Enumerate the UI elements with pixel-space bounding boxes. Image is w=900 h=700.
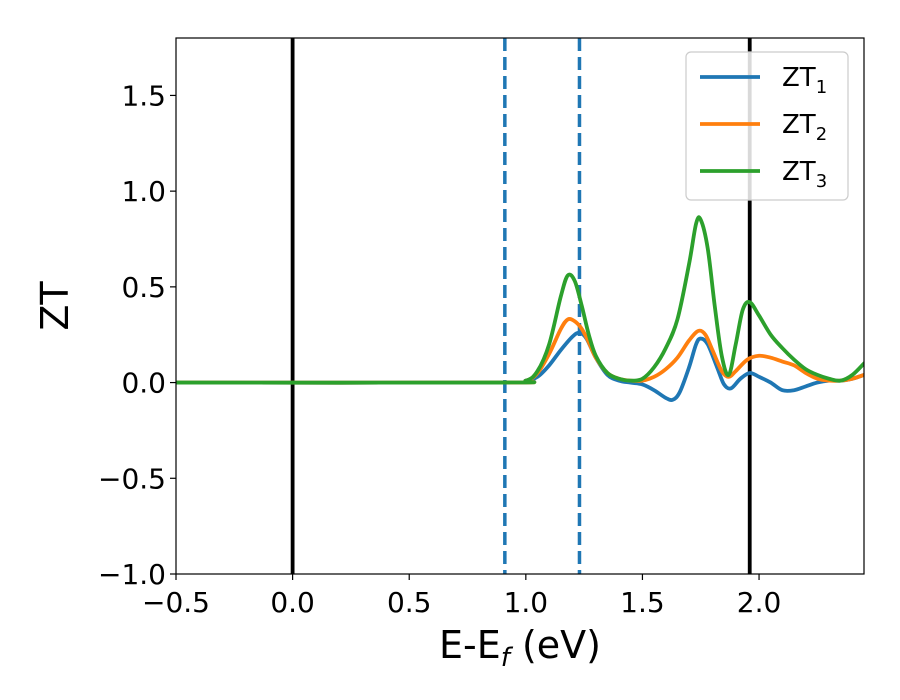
legend-label-zt1: ZT1 [782,63,827,98]
legend-box [685,51,849,201]
y-tick-label: 0.0 [121,367,166,400]
series-line-zt1 [176,330,864,403]
x-axis-ticks: −0.5 0.0 0.5 1.0 1.5 2.0 [142,574,781,619]
x-tick-label: −0.5 [142,586,210,619]
y-tick-label: 1.5 [121,79,166,112]
y-axis-label: ZT [33,281,77,331]
x-tick-label: 2.0 [737,586,782,619]
x-axis-label: E-Ef (eV) [439,623,601,673]
y-tick-label: 0.5 [121,271,166,304]
x-tick-label: 0.5 [387,586,432,619]
x-tick-label: 1.0 [504,586,549,619]
legend: ZT1 ZT2 ZT3 [685,51,849,201]
y-axis-ticks: −1.0 −0.5 0.0 0.5 1.0 1.5 [98,79,176,591]
legend-label-zt2: ZT2 [782,110,827,145]
y-tick-label: −0.5 [98,462,166,495]
x-tick-label: 1.5 [620,586,665,619]
y-tick-label: −1.0 [98,558,166,591]
series-line-zt3 [176,215,864,385]
series-lines [176,215,864,403]
legend-label-zt3: ZT3 [782,157,827,192]
x-tick-label: 0.0 [270,586,315,619]
plot-frame [175,37,865,575]
y-tick-label: 1.0 [121,175,166,208]
series-line-zt2 [176,317,864,385]
